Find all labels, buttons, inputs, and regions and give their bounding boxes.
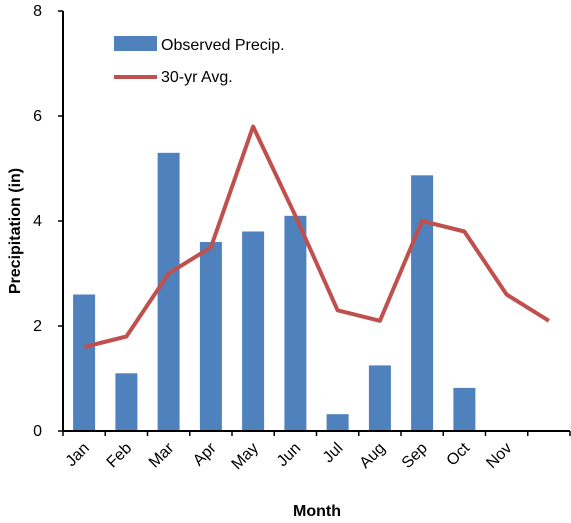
y-tick-label: 2	[33, 318, 42, 335]
legend-swatch-observed	[114, 36, 157, 51]
bar-jan	[73, 294, 96, 431]
axes-group	[58, 10, 571, 436]
y-axis-title: Precipitation (in)	[7, 168, 24, 294]
bar-feb	[115, 373, 138, 432]
line-series-group	[83, 124, 550, 349]
x-tick-label: Sep	[399, 440, 431, 472]
bar-oct	[453, 387, 476, 431]
bar-apr	[199, 242, 222, 431]
legend: Observed Precip. 30-yr Avg.	[114, 36, 285, 86]
legend-label-observed: Observed Precip.	[161, 37, 285, 54]
x-axis-title: Month	[293, 503, 341, 520]
x-tick-labels: Jan Feb Mar Apr May Jun Jul Aug Sep Oct Nov	[63, 439, 516, 473]
x-tick-label: May	[229, 440, 262, 473]
bar-sep	[411, 175, 434, 431]
bar-aug	[368, 365, 391, 431]
bar-jul	[326, 414, 349, 431]
bar-mar	[157, 152, 180, 432]
y-tick-label: 6	[33, 108, 42, 125]
legend-label-average: 30-yr Avg.	[161, 69, 233, 86]
x-tick-label: Aug	[357, 440, 389, 472]
x-tick-label: Jun	[274, 440, 304, 470]
x-tick-label: Mar	[146, 439, 178, 471]
x-tick-label: Jul	[320, 440, 346, 466]
x-tick-label: Nov	[483, 440, 515, 472]
bar-series-group	[73, 152, 476, 432]
bar-may	[242, 231, 265, 431]
bar-jun	[284, 215, 307, 431]
y-tick-label: 8	[33, 3, 42, 20]
x-tick-label: Jan	[63, 440, 93, 470]
x-tick-label: Feb	[104, 440, 136, 472]
avg-line	[83, 124, 550, 349]
y-tick-label: 0	[33, 423, 42, 440]
x-tick-label: Oct	[444, 439, 474, 469]
y-tick-label: 4	[33, 213, 42, 230]
y-tick-labels: 0 2 4 6 8	[33, 3, 42, 440]
x-tick-label: Apr	[190, 439, 220, 469]
